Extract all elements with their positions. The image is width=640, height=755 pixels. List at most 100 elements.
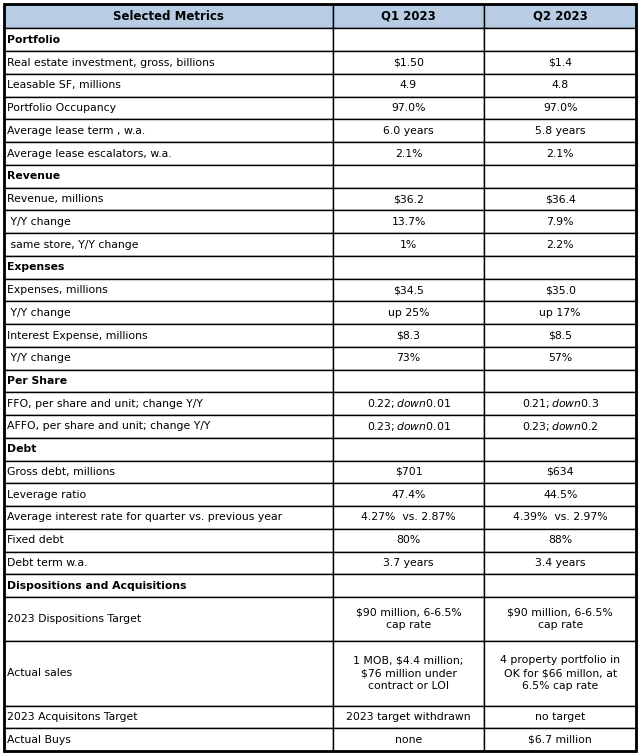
Bar xyxy=(4,729,333,751)
Text: Portfolio: Portfolio xyxy=(7,35,60,45)
Bar xyxy=(333,301,484,324)
Bar xyxy=(484,575,636,597)
Bar xyxy=(484,279,636,301)
Bar xyxy=(4,552,333,575)
Bar xyxy=(484,393,636,415)
Text: 2023 Dispositions Target: 2023 Dispositions Target xyxy=(7,614,141,624)
Bar xyxy=(4,211,333,233)
Bar xyxy=(484,97,636,119)
Bar xyxy=(484,142,636,165)
Text: 4.27%  vs. 2.87%: 4.27% vs. 2.87% xyxy=(361,513,456,522)
Bar xyxy=(333,97,484,119)
Text: Per Share: Per Share xyxy=(7,376,67,386)
Bar xyxy=(333,29,484,51)
Bar xyxy=(333,142,484,165)
Bar xyxy=(484,301,636,324)
Text: Y/Y change: Y/Y change xyxy=(7,217,71,226)
Text: $701: $701 xyxy=(395,467,422,477)
Bar xyxy=(4,506,333,528)
Bar xyxy=(333,552,484,575)
Bar xyxy=(4,142,333,165)
Bar xyxy=(4,324,333,347)
Text: 97.0%: 97.0% xyxy=(391,103,426,113)
Text: $90 million, 6-6.5%
cap rate: $90 million, 6-6.5% cap rate xyxy=(508,608,613,630)
Bar xyxy=(4,528,333,552)
Text: 4 property portfolio in
OK for $66 millon, at
6.5% cap rate: 4 property portfolio in OK for $66 millo… xyxy=(500,655,620,691)
Bar xyxy=(4,51,333,74)
Text: $634: $634 xyxy=(547,467,574,477)
Bar xyxy=(484,347,636,370)
Text: $36.2: $36.2 xyxy=(393,194,424,204)
Text: $90 million, 6-6.5%
cap rate: $90 million, 6-6.5% cap rate xyxy=(356,608,461,630)
Text: $0.21; down $0.3: $0.21; down $0.3 xyxy=(522,397,598,410)
Bar xyxy=(333,705,484,729)
Text: up 25%: up 25% xyxy=(388,308,429,318)
Text: Debt: Debt xyxy=(7,444,36,455)
Text: Leverage ratio: Leverage ratio xyxy=(7,490,86,500)
Bar xyxy=(4,119,333,142)
Bar xyxy=(333,324,484,347)
Bar xyxy=(4,301,333,324)
Bar xyxy=(484,51,636,74)
Text: 44.5%: 44.5% xyxy=(543,490,577,500)
Text: 1 MOB, $4.4 million;
$76 million under
contract or LOI: 1 MOB, $4.4 million; $76 million under c… xyxy=(353,655,463,691)
Bar xyxy=(484,506,636,528)
Text: $35.0: $35.0 xyxy=(545,285,575,295)
Bar xyxy=(484,641,636,705)
Text: 2023 target withdrawn: 2023 target withdrawn xyxy=(346,712,471,722)
Bar xyxy=(4,188,333,211)
Text: Average lease escalators, w.a.: Average lease escalators, w.a. xyxy=(7,149,172,159)
Bar xyxy=(4,483,333,506)
Text: 2.1%: 2.1% xyxy=(395,149,422,159)
Bar xyxy=(484,165,636,188)
Bar xyxy=(4,4,333,29)
Bar xyxy=(4,256,333,279)
Bar xyxy=(4,279,333,301)
Bar xyxy=(333,393,484,415)
Text: 88%: 88% xyxy=(548,535,572,545)
Bar xyxy=(333,483,484,506)
Bar xyxy=(333,119,484,142)
Bar xyxy=(333,729,484,751)
Text: up 17%: up 17% xyxy=(540,308,581,318)
Bar xyxy=(484,4,636,29)
Text: Q1 2023: Q1 2023 xyxy=(381,10,436,23)
Text: same store, Y/Y change: same store, Y/Y change xyxy=(7,239,138,250)
Bar xyxy=(484,461,636,483)
Bar xyxy=(333,528,484,552)
Bar xyxy=(333,461,484,483)
Bar xyxy=(333,233,484,256)
Text: Actual sales: Actual sales xyxy=(7,668,72,678)
Bar xyxy=(333,438,484,461)
Bar xyxy=(4,461,333,483)
Text: 3.4 years: 3.4 years xyxy=(535,558,586,568)
Bar xyxy=(333,347,484,370)
Bar xyxy=(484,74,636,97)
Text: 47.4%: 47.4% xyxy=(391,490,426,500)
Text: $8.5: $8.5 xyxy=(548,331,572,341)
Text: $0.22; down $0.01: $0.22; down $0.01 xyxy=(367,397,451,410)
Bar xyxy=(333,370,484,393)
Text: AFFO, per share and unit; change Y/Y: AFFO, per share and unit; change Y/Y xyxy=(7,421,211,432)
Bar xyxy=(4,97,333,119)
Bar xyxy=(4,29,333,51)
Bar xyxy=(484,211,636,233)
Text: 13.7%: 13.7% xyxy=(391,217,426,226)
Text: 4.9: 4.9 xyxy=(400,80,417,91)
Text: $0.23; down $0.01: $0.23; down $0.01 xyxy=(367,420,451,433)
Text: Expenses, millions: Expenses, millions xyxy=(7,285,108,295)
Text: FFO, per share and unit; change Y/Y: FFO, per share and unit; change Y/Y xyxy=(7,399,203,408)
Bar xyxy=(4,370,333,393)
Bar xyxy=(484,438,636,461)
Bar xyxy=(4,597,333,641)
Text: 2.1%: 2.1% xyxy=(547,149,574,159)
Bar xyxy=(4,233,333,256)
Text: 4.8: 4.8 xyxy=(552,80,569,91)
Text: 2023 Acquisitons Target: 2023 Acquisitons Target xyxy=(7,712,138,722)
Text: Expenses: Expenses xyxy=(7,262,65,273)
Bar xyxy=(333,641,484,705)
Text: 80%: 80% xyxy=(396,535,420,545)
Bar xyxy=(333,188,484,211)
Bar xyxy=(333,506,484,528)
Text: 7.9%: 7.9% xyxy=(547,217,574,226)
